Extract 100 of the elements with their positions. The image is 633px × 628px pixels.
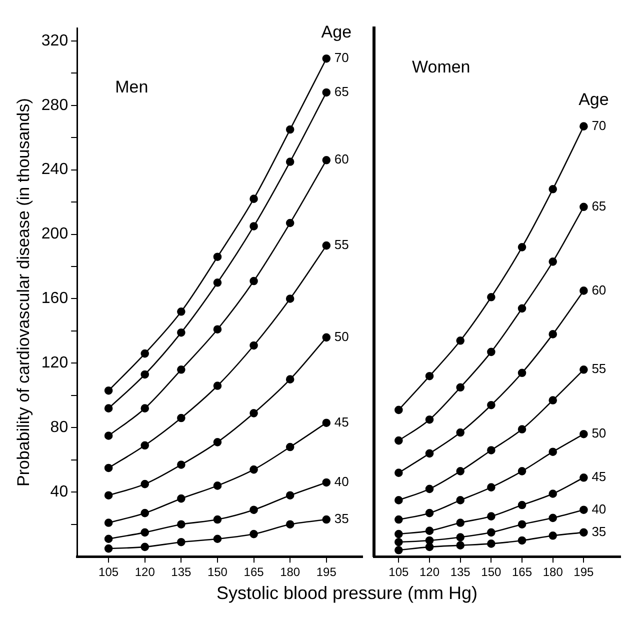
point	[250, 506, 258, 514]
point	[322, 515, 331, 524]
point	[580, 202, 588, 212]
point	[518, 500, 526, 510]
point	[456, 496, 464, 504]
point	[425, 372, 434, 380]
series-label: 50	[592, 426, 606, 441]
point	[518, 368, 526, 378]
point	[286, 125, 294, 134]
point	[213, 382, 222, 390]
point	[548, 396, 558, 404]
point	[140, 480, 150, 488]
point	[140, 370, 150, 379]
point	[250, 530, 258, 538]
y-tick-label: 160	[41, 290, 68, 308]
x-tick-label: 180	[280, 565, 300, 580]
point	[456, 518, 464, 527]
point	[548, 532, 558, 540]
point	[140, 508, 150, 518]
point	[177, 538, 186, 546]
point	[487, 512, 496, 520]
series-label: 65	[592, 198, 606, 214]
point	[456, 383, 464, 392]
point	[548, 514, 558, 522]
x-tick-label: 135	[171, 565, 192, 580]
point	[104, 534, 113, 544]
point	[213, 438, 222, 446]
point	[548, 258, 558, 266]
point	[456, 467, 464, 476]
point	[394, 496, 403, 504]
series-label: 45	[334, 414, 349, 430]
point	[286, 158, 294, 166]
point	[394, 546, 403, 554]
point	[250, 465, 258, 474]
y-tick-label: 240	[41, 161, 68, 178]
point	[104, 464, 113, 472]
legend-title: Age	[578, 90, 609, 109]
x-tick-label: 165	[244, 565, 264, 580]
y-tick-label: 200	[41, 226, 68, 243]
series-label: 55	[334, 237, 349, 252]
point	[394, 530, 403, 538]
point	[580, 528, 588, 537]
point	[394, 436, 403, 445]
series-label: 60	[592, 282, 606, 298]
point	[140, 404, 150, 412]
text: Men	[115, 78, 148, 97]
point	[425, 526, 434, 535]
point	[518, 467, 526, 476]
point	[322, 54, 331, 63]
point	[487, 528, 496, 537]
point	[456, 541, 464, 550]
point	[213, 482, 222, 490]
point	[425, 536, 434, 545]
point	[177, 494, 186, 503]
point	[456, 428, 464, 437]
point	[456, 336, 464, 345]
point	[425, 484, 434, 494]
series-label: 60	[334, 152, 349, 167]
point	[548, 448, 558, 456]
point	[104, 544, 113, 553]
point	[580, 473, 588, 482]
point	[322, 418, 331, 427]
point	[250, 276, 258, 286]
point	[518, 520, 526, 529]
point	[250, 194, 258, 203]
series-label: 70	[592, 118, 606, 133]
point	[140, 542, 150, 552]
x-tick-label: 195	[574, 565, 594, 580]
x-tick-label: 180	[542, 565, 564, 580]
point	[177, 414, 186, 422]
point	[104, 386, 113, 395]
point	[548, 185, 558, 194]
x-tick-label: 120	[134, 565, 156, 580]
x-tick-label: 120	[419, 565, 440, 580]
point	[250, 341, 258, 350]
y-tick-label: 40	[50, 484, 68, 501]
point	[177, 307, 186, 316]
point	[394, 538, 403, 546]
point	[487, 446, 496, 454]
point	[250, 409, 258, 418]
series-label: 65	[334, 84, 349, 100]
point	[177, 366, 186, 374]
series-label: 40	[592, 501, 606, 516]
y-tick-label: 80	[50, 419, 68, 436]
point	[580, 506, 588, 514]
series-label: 35	[334, 511, 349, 526]
x-axis-title: Systolic blood pressure (mm Hg)	[215, 583, 479, 604]
series-label: 50	[334, 329, 349, 344]
point	[286, 375, 294, 384]
point	[177, 328, 186, 337]
point	[213, 325, 222, 334]
point	[104, 491, 113, 500]
y-tick-label: 280	[41, 96, 68, 114]
point	[322, 88, 331, 97]
point	[104, 432, 113, 440]
point	[286, 491, 294, 500]
x-tick-label: 165	[512, 565, 532, 580]
point	[518, 243, 526, 252]
point	[177, 520, 186, 529]
point	[487, 292, 496, 302]
